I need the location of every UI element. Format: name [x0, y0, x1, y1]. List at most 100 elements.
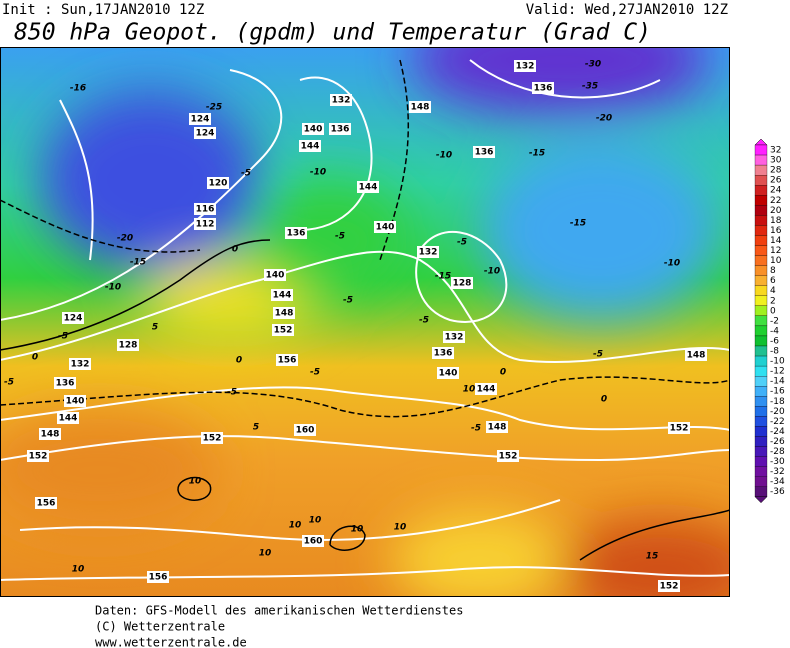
label-box — [273, 307, 295, 319]
colorbar-label: -18 — [770, 397, 785, 407]
colorbar-label: -8 — [770, 347, 779, 357]
colorbar-cell — [754, 285, 768, 296]
label-box — [357, 181, 379, 193]
label-box — [658, 580, 680, 592]
valid-time: Valid: Wed,27JAN2010 12Z — [526, 2, 728, 18]
label-box — [194, 127, 216, 139]
label-box — [330, 94, 352, 106]
label-box — [57, 412, 79, 424]
contour-label: -15 — [435, 272, 451, 282]
contour-label: 144 — [59, 414, 78, 424]
colorbar-cell — [754, 355, 768, 367]
contour-label: 148 — [488, 423, 507, 433]
map-title: 850 hPa Geopot. (gpdm) und Temperatur (G… — [14, 20, 651, 46]
colorbar-cell — [754, 275, 768, 286]
contour-label: 140 — [66, 397, 85, 407]
colorbar-arrow-top — [754, 138, 768, 146]
label-box — [264, 269, 286, 281]
colorbar-label: 6 — [770, 276, 776, 286]
label-box — [117, 339, 139, 351]
colorbar-cell — [754, 295, 768, 306]
contour-label: 148 — [411, 103, 430, 113]
colorbar-label: -6 — [770, 336, 779, 346]
label-box — [35, 497, 57, 509]
contour-label: -35 — [582, 82, 598, 92]
colorbar-cell — [754, 486, 768, 497]
contour-label: 112 — [196, 220, 215, 230]
label-box — [272, 324, 294, 336]
contour-label: 152 — [499, 452, 518, 462]
colorbar-cell — [754, 195, 768, 206]
label-box — [299, 140, 321, 152]
contour-label: -5 — [457, 238, 467, 248]
contour-label: -5 — [4, 378, 14, 388]
contour-label: 10 — [351, 525, 364, 535]
contour-label: 148 — [275, 309, 294, 319]
colorbar-cell — [754, 215, 768, 226]
colorbar-cell — [754, 345, 768, 357]
label-box — [285, 227, 307, 239]
colorbar-label: 32 — [770, 146, 781, 156]
colorbar-cell — [754, 466, 768, 477]
colorbar-cell — [754, 325, 768, 337]
colorbar-cell — [754, 305, 768, 316]
colorbar: 32302826242220181614121086420-2-4-6-8-10… — [754, 138, 785, 504]
contour-label: -10 — [664, 259, 680, 269]
geopotential-contours — [0, 59, 730, 581]
contour-label: 128 — [453, 279, 472, 289]
colorbar-label: -30 — [770, 457, 785, 467]
colorbar-label: 12 — [770, 246, 781, 256]
contour-label: 136 — [475, 148, 494, 158]
colorbar-label: -34 — [770, 477, 785, 487]
colorbar-label: 2 — [770, 296, 776, 306]
label-box — [207, 177, 229, 189]
contour-label: 10 — [72, 565, 85, 575]
colorbar-label: -36 — [770, 487, 785, 497]
colorbar-arrow-bottom — [754, 496, 768, 504]
label-box — [432, 347, 454, 359]
colorbar-cell — [754, 205, 768, 216]
colorbar-label: 30 — [770, 156, 782, 166]
temperature-contours — [0, 59, 730, 561]
label-box — [409, 101, 431, 113]
contour-label: 10 — [394, 523, 407, 533]
contour-label: 132 — [445, 333, 464, 343]
contour-label: 15 — [646, 552, 659, 562]
contour-label: -5 — [227, 388, 237, 398]
colorbar-cell — [754, 426, 768, 437]
colorbar-label: -26 — [770, 437, 785, 447]
contour-label: 10 — [189, 477, 202, 487]
label-box — [201, 432, 223, 444]
contour-label: 0 — [232, 245, 238, 255]
colorbar-label: -22 — [770, 417, 785, 427]
contour-label: 132 — [71, 360, 90, 370]
contour-label: 144 — [477, 385, 496, 395]
colorbar-cell — [754, 396, 768, 407]
contour-label: 10 — [259, 549, 272, 559]
colorbar-cell — [754, 416, 768, 427]
label-box — [194, 218, 216, 230]
colorbar-label: -12 — [770, 367, 785, 377]
contour-label: -15 — [130, 258, 146, 268]
colorbar-label: 0 — [770, 306, 776, 316]
label-box — [54, 377, 76, 389]
contour-label: 144 — [301, 142, 320, 152]
colorbar-cell — [754, 174, 768, 186]
contour-label: -15 — [529, 149, 545, 159]
label-box — [514, 60, 536, 72]
label-box — [147, 571, 169, 583]
contour-label: 148 — [687, 351, 706, 361]
contour-label: 152 — [29, 452, 48, 462]
contour-label: 144 — [359, 183, 378, 193]
colorbar-cell — [754, 185, 768, 196]
colorbar-label: -24 — [770, 427, 785, 437]
contour-label: 136 — [287, 229, 306, 239]
label-box — [443, 331, 465, 343]
label-box — [329, 123, 351, 135]
contour-label: -5 — [419, 316, 429, 326]
label-box — [62, 312, 84, 324]
label-box — [302, 123, 324, 135]
colorbar-label: 28 — [770, 166, 782, 176]
contour-label: 136 — [434, 349, 453, 359]
label-box — [451, 277, 473, 289]
